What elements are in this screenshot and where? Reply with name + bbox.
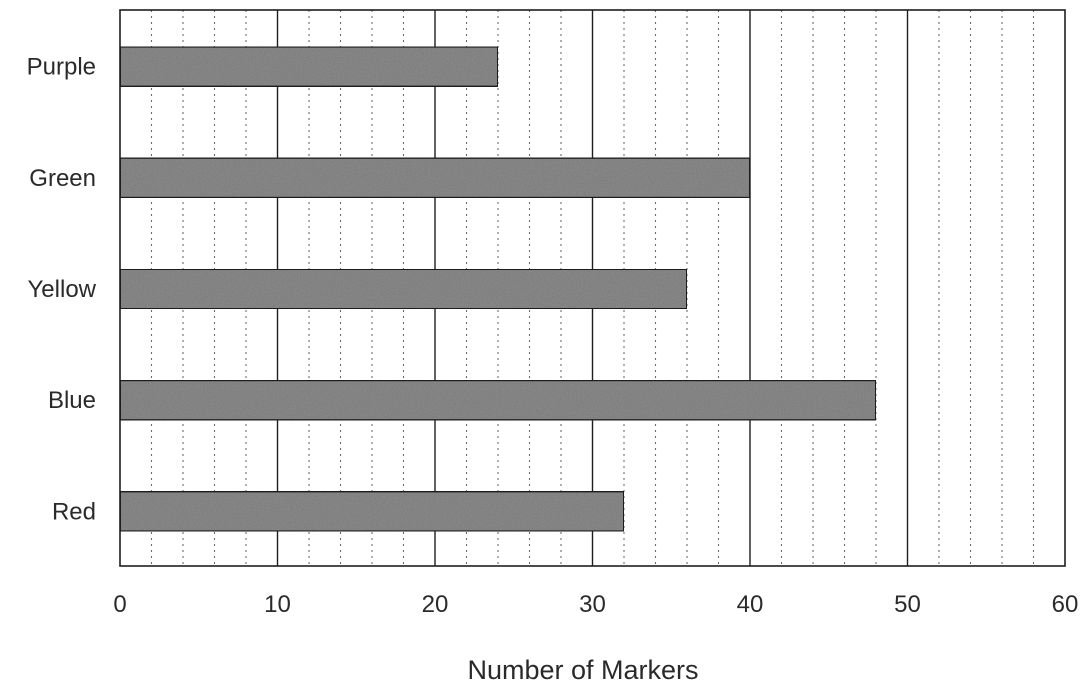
x-tick-label: 40 (737, 591, 764, 618)
bar-blue (119, 379, 877, 422)
x-tick-label: 20 (422, 591, 449, 618)
bar-purple (119, 45, 499, 88)
bar-green (119, 156, 751, 199)
bar-red (119, 490, 625, 533)
category-label-blue: Blue (48, 387, 96, 414)
x-tick-labels: 0 10 20 30 40 50 60 (113, 591, 1078, 618)
x-tick-label: 30 (579, 591, 606, 618)
bars (119, 45, 877, 533)
category-label-green: Green (29, 165, 96, 192)
plot-frame (119, 9, 1066, 567)
category-label-red: Red (52, 498, 96, 525)
x-tick-label: 50 (894, 591, 921, 618)
x-tick-label: 0 (113, 591, 126, 618)
plot-border (119, 9, 1066, 567)
x-axis-title: Number of Markers (467, 655, 698, 685)
category-label-yellow: Yellow (28, 276, 97, 303)
bar-yellow (119, 268, 688, 310)
category-label-purple: Purple (27, 54, 96, 81)
x-tick-label: 10 (264, 591, 291, 618)
category-labels: Purple Green Yellow Blue Red (27, 54, 97, 526)
x-tick-label: 60 (1052, 591, 1079, 618)
